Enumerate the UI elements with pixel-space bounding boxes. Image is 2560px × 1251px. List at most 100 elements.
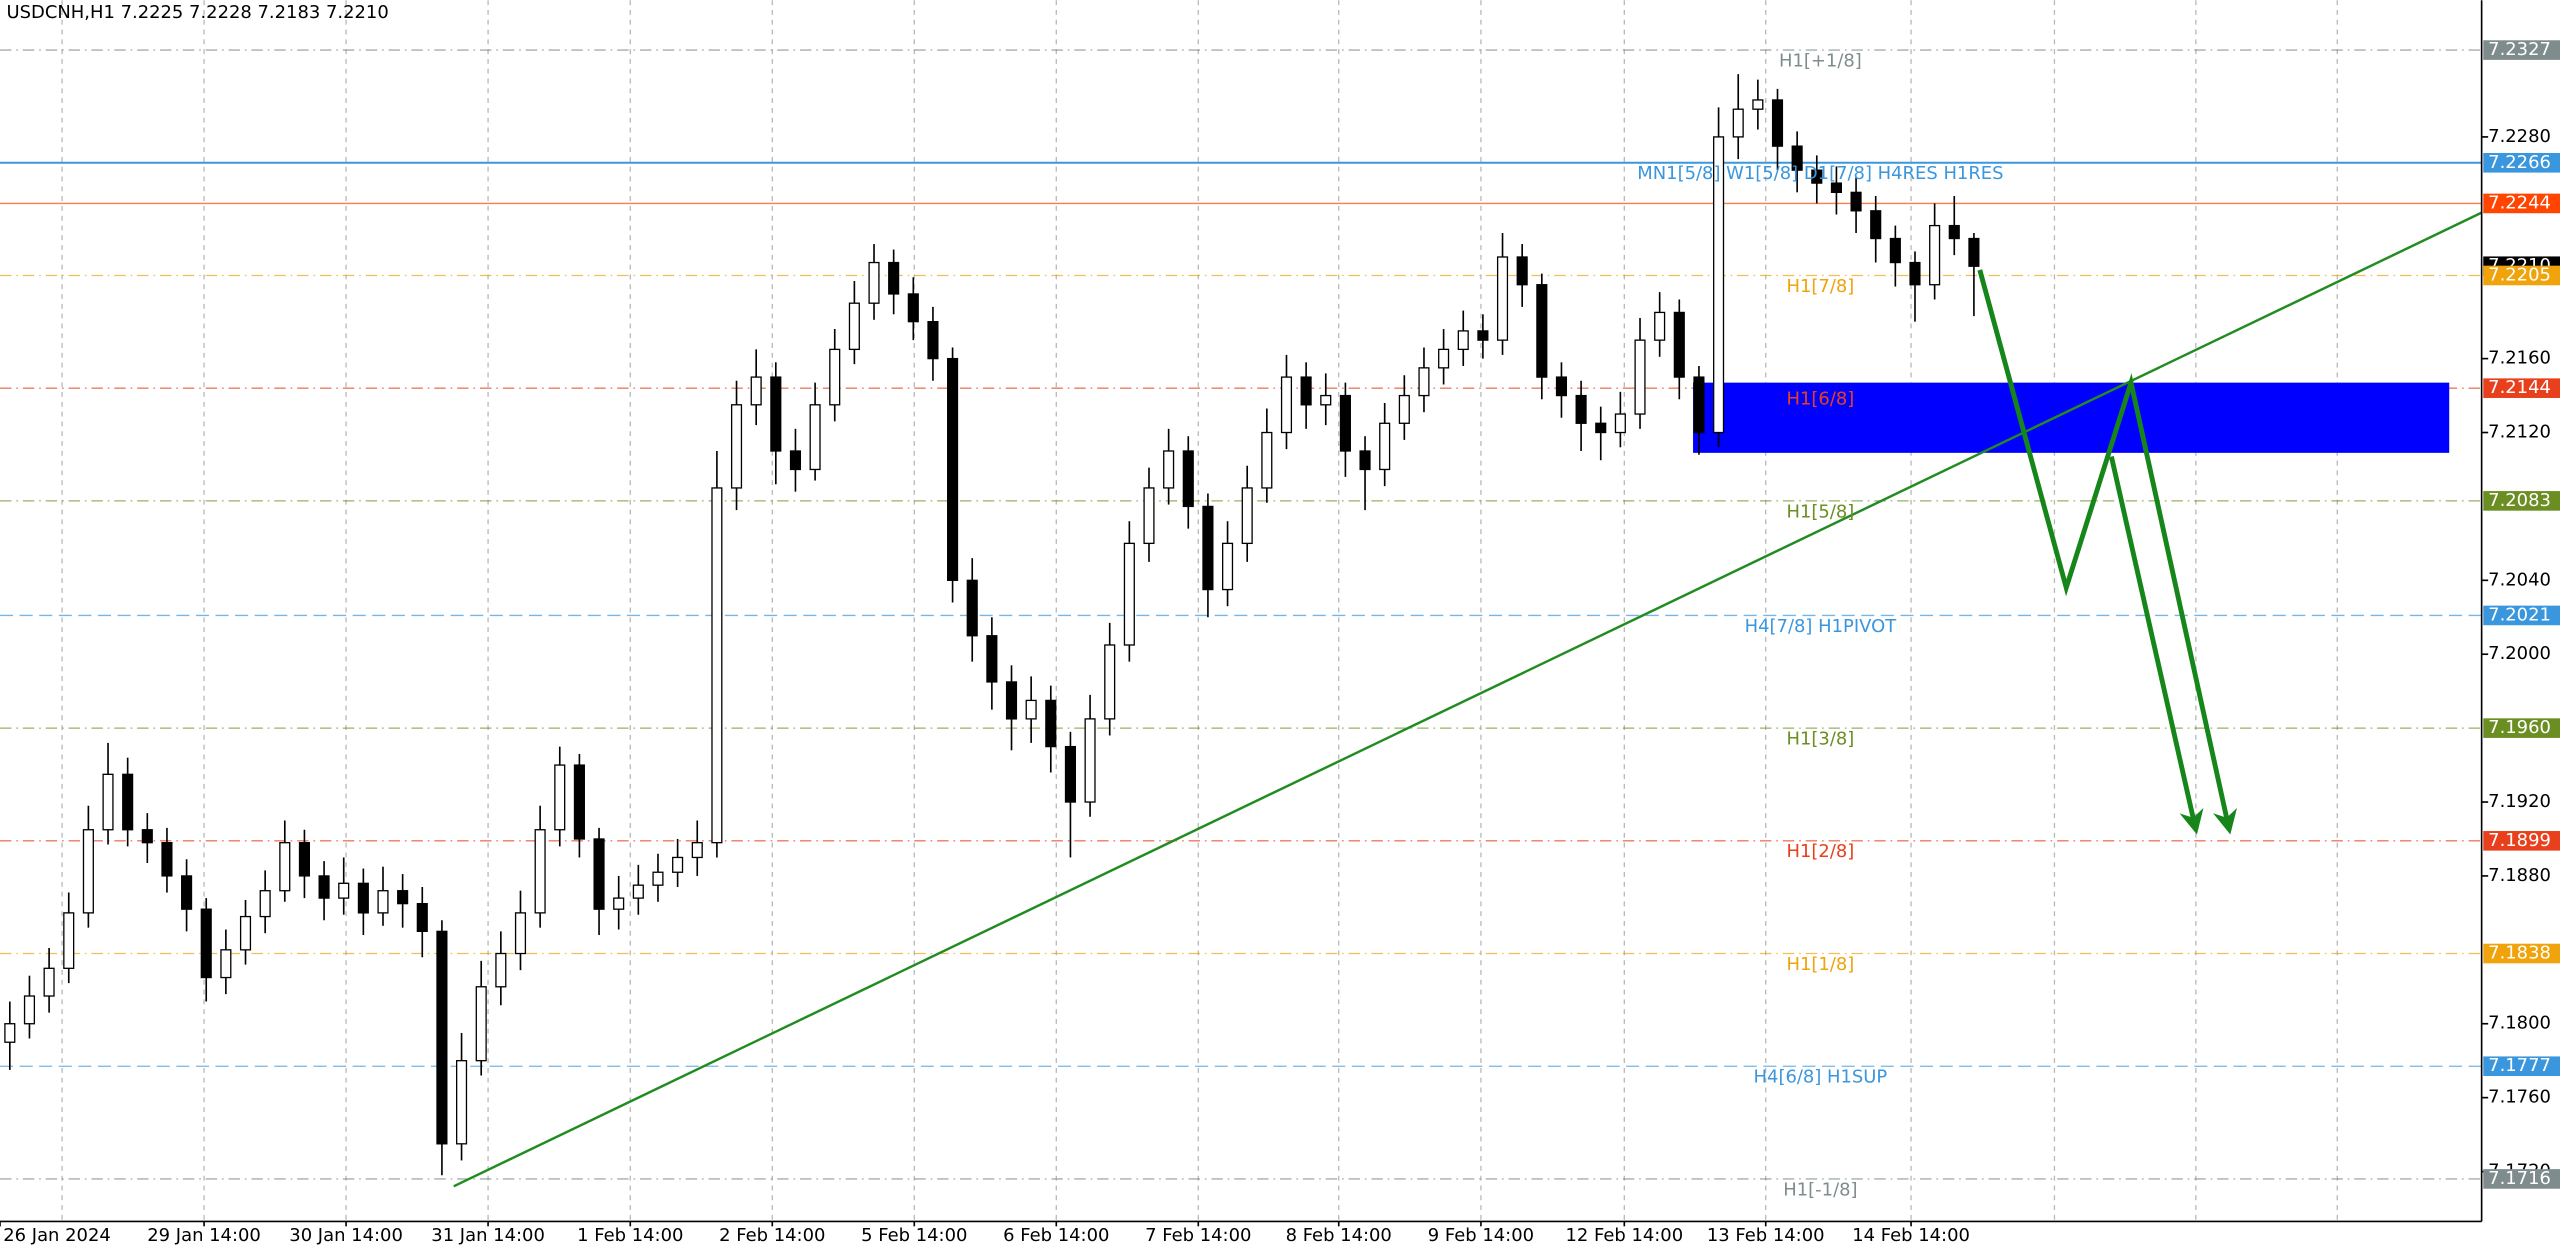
y-tick-label: 7.2040 (2488, 569, 2551, 590)
level-text: H1[2/8] (1787, 841, 1855, 862)
y-tick-label: 7.2160 (2488, 348, 2551, 369)
candle-body (809, 404, 821, 471)
levels-layer (0, 49, 2482, 1180)
candle-body (1614, 413, 1626, 434)
trendline (453, 211, 2483, 1188)
candle-body (239, 915, 252, 951)
candle-body (1771, 99, 1784, 147)
candle-body (1379, 422, 1391, 471)
x-tick-label: 14 Feb 14:00 (1852, 1225, 1970, 1246)
candles-layer (4, 74, 1980, 1176)
candle-body (1045, 699, 1057, 748)
candle-body (1496, 256, 1509, 341)
candle-body (652, 871, 664, 886)
forecast-arrow (2109, 455, 2204, 835)
candle-body (1693, 376, 1705, 434)
level-text: H1[6/8] (1787, 389, 1855, 410)
candle-body (1438, 348, 1450, 369)
supply-zone (1693, 382, 2450, 453)
candle-body (1713, 136, 1725, 434)
candle-body (1221, 542, 1234, 591)
candle-body (750, 376, 762, 406)
candle-body (279, 842, 291, 892)
price-badge-label: 7.1716 (2488, 1168, 2551, 1189)
candle-body (455, 1060, 468, 1145)
price-badge-label: 7.2244 (2488, 192, 2551, 213)
y-tick-label: 7.1800 (2488, 1013, 2551, 1034)
candle-body (927, 321, 939, 360)
x-tick-label: 29 Jan 14:00 (147, 1225, 261, 1246)
y-tick-label: 7.1920 (2488, 791, 2551, 812)
y-tick-label: 7.1880 (2488, 865, 2551, 886)
candle-body (1889, 237, 1901, 264)
candle-body (1477, 330, 1489, 341)
candle-body (161, 842, 173, 877)
forecast-arrow (1977, 269, 2238, 835)
y-tick-label: 7.2280 (2488, 126, 2551, 147)
candle-body (377, 890, 389, 914)
candle-body (1457, 330, 1469, 351)
x-tick-label: 2 Feb 14:00 (719, 1225, 825, 1246)
candle-body (1182, 450, 1194, 508)
candle-body (770, 376, 782, 452)
candle-body (1300, 376, 1312, 406)
price-badge-label: 7.2021 (2488, 604, 2551, 625)
y-tick-label: 7.2120 (2488, 422, 2551, 443)
x-tick-label: 7 Feb 14:00 (1145, 1225, 1251, 1246)
candle-body (220, 949, 232, 979)
candle-body (436, 930, 448, 1145)
level-text: H4[7/8] H1PIVOT (1745, 616, 1898, 637)
candle-body (1850, 191, 1862, 212)
candle-body (181, 875, 193, 910)
candle-body (357, 882, 369, 914)
price-badge (2483, 605, 2560, 626)
candle-body (318, 875, 330, 899)
candle-body (947, 357, 959, 581)
price-badge-label: 7.1899 (2488, 830, 2551, 851)
y-tick-label: 7.2000 (2488, 643, 2551, 664)
price-badge (2483, 193, 2560, 214)
candle-body (1163, 450, 1175, 489)
candle-body (1084, 718, 1096, 803)
candle-body (672, 856, 684, 873)
price-badge (2483, 378, 2560, 398)
candle-body (1398, 394, 1410, 424)
candle-body (1025, 699, 1037, 720)
candle-body (298, 842, 310, 877)
candle-body (789, 450, 802, 471)
price-badge (2483, 1169, 2560, 1189)
level-text: H1[3/8] (1787, 729, 1855, 750)
price-badge-label: 7.2266 (2488, 152, 2551, 173)
candle-body (495, 952, 507, 988)
candle-body (475, 986, 487, 1062)
candle-body (1241, 487, 1253, 545)
price-badge-label: 7.1777 (2488, 1055, 2551, 1076)
candle-body (691, 842, 703, 859)
candle-body (1339, 394, 1351, 452)
level-text: MN1[5/8] W1[5/8] D1[7/8] H4RES H1RES (1637, 163, 2003, 184)
candle-body (514, 912, 527, 955)
candle-body (1830, 182, 1842, 193)
candle-body (338, 882, 350, 899)
candle-body (966, 579, 978, 637)
axis-layer: 7.2280 7.2160 7.2120 7.2040 7.2000 7.1920 7.18… (0, 0, 2551, 1223)
x-tick-label: 9 Feb 14:00 (1428, 1225, 1534, 1246)
price-badge-label: 7.2205 (2488, 264, 2551, 285)
candle-body (23, 995, 36, 1025)
candle-body (888, 261, 900, 295)
price-badge (2483, 491, 2560, 511)
candle-body (259, 890, 271, 918)
x-tick-label: 26 Jan 2024 (3, 1225, 111, 1246)
candle-body (868, 261, 880, 304)
grid-layer (61, 0, 2338, 1222)
candle-body (1811, 169, 1823, 184)
candle-body (1005, 681, 1018, 720)
candle-body (1968, 237, 1980, 267)
candle-body (1791, 145, 1803, 171)
price-badge-label: 7.2144 (2488, 377, 2551, 398)
candle-body (829, 348, 841, 406)
candle-body (573, 764, 585, 840)
price-badge (2483, 152, 2560, 173)
